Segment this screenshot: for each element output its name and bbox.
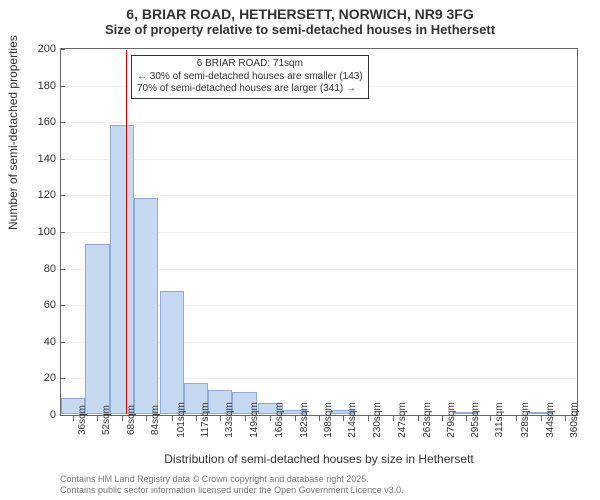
y-tick-label: 120 [16,189,56,201]
x-tick-mark [565,416,566,421]
chart-container: 6, BRIAR ROAD, HETHERSETT, NORWICH, NR9 … [0,0,600,500]
x-tick-label: 295sqm [470,402,481,438]
chart-subtitle: Size of property relative to semi-detach… [0,22,600,39]
x-tick-mark [541,416,542,421]
y-tick-label: 40 [16,336,56,348]
gridline [62,195,576,196]
attribution: Contains HM Land Registry data © Crown c… [60,474,404,496]
property-marker-line [126,50,127,414]
annotation-line2: ← 30% of semi-detached houses are smalle… [137,71,363,84]
annotation-line3: 70% of semi-detached houses are larger (… [137,83,363,96]
x-tick-mark [490,416,491,421]
x-tick-mark [368,416,369,421]
histogram-bar [134,198,158,414]
x-tick-mark [196,416,197,421]
x-tick-label: 198sqm [323,402,334,438]
x-tick-label: 328sqm [520,402,531,438]
x-tick-mark [97,416,98,421]
x-tick-mark [270,416,271,421]
x-tick-label: 149sqm [249,402,260,438]
annotation-box: 6 BRIAR ROAD: 71sqm ← 30% of semi-detach… [131,55,369,99]
y-tick-mark [60,415,65,416]
x-tick-label: 117sqm [200,403,211,438]
x-tick-label: 214sqm [347,402,358,438]
y-tick-label: 200 [16,43,56,55]
x-tick-label: 84sqm [150,405,161,435]
x-tick-mark [146,416,147,421]
attribution-line1: Contains HM Land Registry data © Crown c… [60,474,404,485]
gridline [62,159,576,160]
x-tick-label: 182sqm [299,402,310,438]
y-tick-mark [60,159,65,160]
x-tick-mark [73,416,74,421]
x-tick-mark [343,416,344,421]
y-tick-label: 20 [16,372,56,384]
x-tick-mark [393,416,394,421]
y-tick-label: 100 [16,226,56,238]
x-tick-label: 133sqm [224,402,235,438]
chart-title: 6, BRIAR ROAD, HETHERSETT, NORWICH, NR9 … [0,0,600,22]
y-tick-label: 60 [16,299,56,311]
x-axis-label: Distribution of semi-detached houses by … [60,452,578,466]
y-tick-mark [60,305,65,306]
y-tick-mark [60,342,65,343]
x-tick-label: 263sqm [422,402,433,438]
x-tick-mark [466,416,467,421]
plot-area: 6 BRIAR ROAD: 71sqm ← 30% of semi-detach… [60,48,578,416]
y-tick-label: 160 [16,116,56,128]
y-tick-mark [60,49,65,50]
y-tick-mark [60,86,65,87]
y-tick-mark [60,232,65,233]
x-tick-label: 101sqm [176,402,187,438]
x-tick-label: 360sqm [569,402,580,438]
histogram-bar [110,125,134,414]
x-tick-label: 279sqm [446,402,457,438]
x-tick-label: 230sqm [372,402,383,438]
annotation-line1: 6 BRIAR ROAD: 71sqm [137,58,363,71]
y-tick-mark [60,122,65,123]
x-tick-label: 247sqm [397,402,408,438]
y-tick-label: 80 [16,263,56,275]
x-tick-label: 311sqm [494,403,505,438]
x-tick-label: 52sqm [101,405,112,435]
y-tick-mark [60,195,65,196]
y-tick-label: 180 [16,80,56,92]
x-tick-mark [319,416,320,421]
x-tick-mark [516,416,517,421]
histogram-bar [85,244,109,414]
y-tick-label: 0 [16,409,56,421]
x-tick-label: 166sqm [274,402,285,438]
x-tick-mark [122,416,123,421]
x-tick-mark [295,416,296,421]
gridline [62,122,576,123]
x-tick-mark [172,416,173,421]
attribution-line2: Contains public sector information licen… [60,485,404,496]
x-tick-label: 68sqm [126,405,137,435]
x-tick-label: 344sqm [545,402,556,438]
histogram-bar [160,291,184,414]
x-tick-mark [245,416,246,421]
y-tick-mark [60,269,65,270]
y-tick-label: 140 [16,153,56,165]
y-tick-mark [60,378,65,379]
x-tick-mark [418,416,419,421]
x-tick-mark [220,416,221,421]
x-tick-label: 36sqm [77,405,88,435]
x-tick-mark [442,416,443,421]
